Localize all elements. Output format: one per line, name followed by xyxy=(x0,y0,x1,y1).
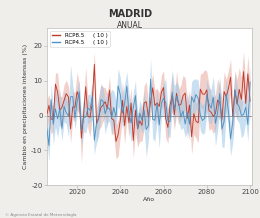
Text: ANUAL: ANUAL xyxy=(117,21,143,30)
Y-axis label: Cambio en precipitaciones intensas (%): Cambio en precipitaciones intensas (%) xyxy=(23,44,28,169)
Legend: RCP8.5     ( 10 ), RCP4.5     ( 10 ): RCP8.5 ( 10 ), RCP4.5 ( 10 ) xyxy=(50,31,109,47)
Text: © Agencia Estatal de Meteorología: © Agencia Estatal de Meteorología xyxy=(5,213,77,217)
X-axis label: Año: Año xyxy=(144,197,155,202)
Text: MADRID: MADRID xyxy=(108,9,152,19)
